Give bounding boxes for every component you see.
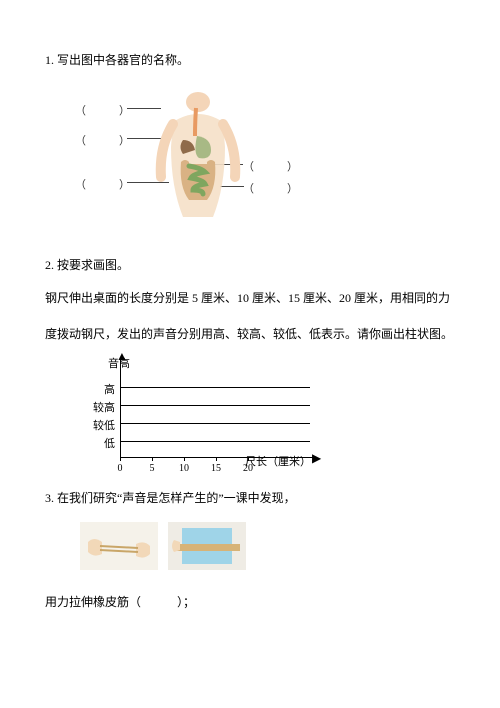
q1-blank-left-2: （ ）: [75, 132, 130, 148]
q1-blank-right-2: （ ）: [243, 180, 298, 196]
x-axis-title: 尺长（厘米）: [245, 453, 311, 469]
x-label-1: 5: [150, 463, 155, 474]
q3-image-2: [168, 522, 246, 570]
q2-body-2: 度拨动钢尺，发出的声音分别用高、较高、较低、低表示。请你画出柱状图。: [45, 324, 455, 346]
y-label-4: 低: [75, 435, 115, 451]
x-label-2: 10: [179, 463, 189, 474]
x-arrow-icon: ▶: [312, 451, 321, 466]
x-tick: [184, 457, 185, 461]
x-label-0: 0: [118, 463, 123, 474]
q1-blank-left-3: （ ）: [75, 176, 130, 192]
q3-image-row: [80, 522, 455, 570]
q3-prompt: 3. 在我们研究“声音是怎样产生的”一课中发现，: [45, 488, 455, 510]
y-arrow-icon: ▲: [116, 349, 128, 364]
y-label-2: 较高: [75, 399, 115, 415]
gridline: [120, 441, 310, 442]
x-tick: [216, 457, 217, 461]
q1-prompt: 1. 写出图中各器官的名称。: [45, 50, 455, 72]
y-label-1: 高: [75, 381, 115, 397]
q1-blank-left-1: （ ）: [75, 102, 130, 118]
gridline: [120, 405, 310, 406]
anatomy-svg: [153, 92, 243, 222]
gridline: [120, 423, 310, 424]
y-axis: [120, 357, 121, 457]
x-tick: [152, 457, 153, 461]
q2-prompt: 2. 按要求画图。: [45, 255, 455, 277]
q1-blank-right-1: （ ）: [243, 158, 298, 174]
x-label-3: 15: [211, 463, 221, 474]
x-tick: [120, 457, 121, 461]
y-label-3: 较低: [75, 417, 115, 433]
q2-body-1: 钢尺伸出桌面的长度分别是 5 厘米、10 厘米、15 厘米、20 厘米，用相同的…: [45, 288, 455, 310]
q3-line: 用力拉伸橡皮筋（ ）；: [45, 592, 455, 614]
pitch-chart: 音高 ▲ ▶ 高 较高 较低 低 0 5 10 15 20 尺长（厘米）: [80, 357, 340, 472]
q3-image-1: [80, 522, 158, 570]
q1-anatomy-diagram: （ ） （ ） （ ） （ ） （ ）: [75, 84, 295, 229]
gridline: [120, 387, 310, 388]
